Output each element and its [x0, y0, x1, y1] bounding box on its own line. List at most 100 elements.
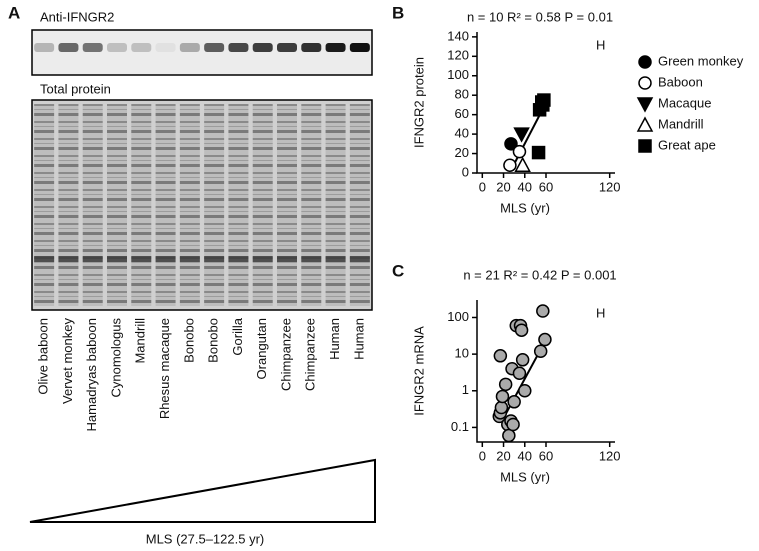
lane-label: Human — [327, 318, 342, 360]
x-tick-label: 120 — [599, 448, 621, 463]
blot-band — [179, 43, 200, 52]
data-point — [495, 389, 510, 404]
data-point — [502, 428, 516, 443]
legend-label: Great ape — [658, 137, 716, 152]
lane-label: Mandrill — [133, 318, 148, 364]
blot-band — [301, 43, 322, 52]
data-point — [515, 353, 530, 367]
lane-label: Cynomologus — [108, 318, 123, 398]
legend-label: Green monkey — [658, 53, 744, 68]
blot-band — [107, 256, 127, 262]
blot-band — [277, 256, 297, 262]
chart-title: n = 10 R² = 0.58 P = 0.01 — [467, 9, 613, 24]
x-tick-label: 0 — [479, 448, 486, 463]
data-point — [531, 145, 546, 160]
data-point — [506, 417, 520, 432]
data-point — [498, 377, 513, 392]
x-tick-label: 40 — [518, 448, 532, 463]
legend-marker — [638, 55, 652, 69]
blot-box — [31, 29, 373, 76]
blot-band — [131, 256, 152, 262]
data-point — [507, 395, 521, 409]
blot-band — [131, 43, 152, 52]
blot-band — [228, 256, 249, 262]
y-tick-label: 1 — [462, 382, 469, 397]
y-tick-label: 100 — [447, 309, 469, 324]
blot-band — [82, 43, 103, 52]
lane-label: Human — [351, 318, 366, 360]
panel-label: C — [392, 261, 404, 280]
y-tick-label: 80 — [455, 87, 469, 102]
y-tick-label: 40 — [455, 126, 469, 141]
legend-marker — [636, 116, 654, 132]
protein-lane — [155, 104, 176, 306]
lane-label: Gorilla — [230, 317, 245, 355]
x-axis-label: MLS (yr) — [500, 469, 550, 484]
y-tick-label: 140 — [447, 28, 469, 43]
data-point — [494, 400, 509, 415]
blot-band — [34, 43, 55, 52]
data-point — [533, 344, 548, 358]
panel-label: A — [8, 3, 20, 22]
blot-band — [58, 256, 79, 262]
chart-title: n = 21 R² = 0.42 P = 0.001 — [463, 267, 616, 282]
blot-band — [204, 256, 225, 262]
blot-band — [252, 256, 273, 262]
legend-label: Macaque — [658, 95, 711, 110]
blot-title: Total protein — [40, 81, 111, 96]
data-point — [512, 144, 527, 159]
data-point — [512, 366, 527, 381]
lane-label: Rhesus macaque — [157, 318, 172, 419]
legend-marker — [638, 76, 652, 90]
x-tick-label: 60 — [539, 179, 553, 194]
x-tick-label: 40 — [518, 179, 532, 194]
lane-label: Hamadryas baboon — [84, 318, 99, 431]
data-point — [518, 384, 532, 398]
y-tick-label: 20 — [455, 145, 469, 160]
legend-marker — [636, 97, 654, 113]
lane-label: Bonobo — [206, 318, 221, 363]
x-tick-label: 60 — [539, 448, 553, 463]
blot-band — [228, 43, 249, 52]
x-tick-label: 0 — [479, 179, 486, 194]
blot-band — [204, 43, 225, 52]
lane-label: Chimpanzee — [303, 318, 318, 391]
y-tick-label: 10 — [455, 346, 469, 361]
protein-lane — [131, 104, 152, 306]
data-point — [536, 304, 550, 318]
blot-band — [179, 256, 200, 262]
lane-label: Vervet monkey — [60, 318, 75, 404]
lane-label: Bonobo — [181, 318, 196, 363]
protein-lane — [252, 104, 273, 306]
blot-band — [58, 43, 79, 52]
y-tick-label: 0 — [462, 164, 469, 179]
protein-lane — [349, 104, 370, 306]
triangle-label: MLS (27.5–122.5 yr) — [146, 531, 265, 546]
y-tick-label: 120 — [447, 48, 469, 63]
data-point — [503, 158, 517, 172]
annotation: H — [596, 305, 605, 320]
y-tick-label: 100 — [447, 67, 469, 82]
lane-label: Olive baboon — [36, 318, 51, 395]
protein-lane — [277, 104, 297, 306]
data-point — [513, 127, 530, 143]
lane-label: Orangutan — [254, 318, 269, 379]
protein-lane — [107, 104, 127, 306]
legend-label: Baboon — [658, 74, 703, 89]
lane-label: Chimpanzee — [278, 318, 293, 391]
data-point — [514, 323, 529, 337]
blot-band — [155, 256, 176, 262]
x-tick-label: 20 — [496, 179, 510, 194]
protein-lane — [301, 104, 322, 306]
x-axis-label: MLS (yr) — [500, 200, 550, 215]
blot-band — [277, 43, 297, 52]
protein-lane — [325, 104, 346, 306]
data-point — [493, 349, 508, 363]
data-point — [504, 137, 518, 151]
blot-band — [252, 43, 273, 52]
blot-band — [301, 256, 322, 262]
panel-label: B — [392, 3, 404, 22]
blot-band — [107, 43, 127, 52]
annotation: H — [596, 37, 605, 52]
